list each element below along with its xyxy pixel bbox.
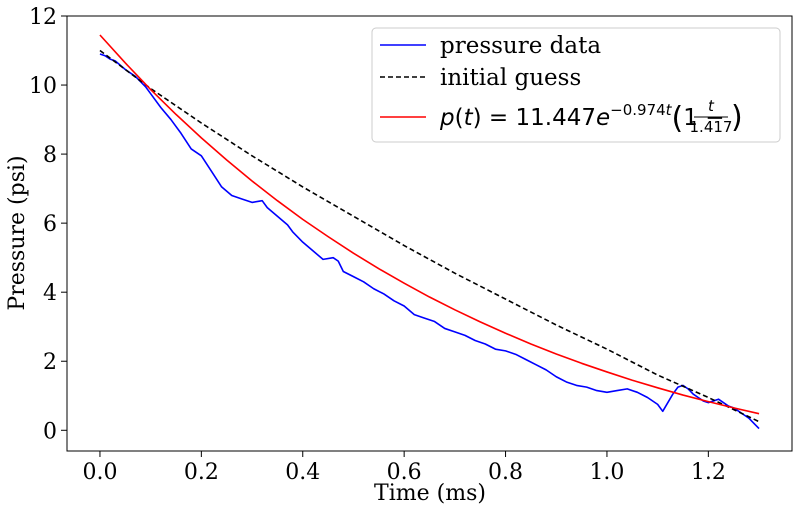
- svg-text:t: t: [708, 97, 715, 115]
- y-tick-label: 8: [43, 143, 57, 168]
- y-tick-label: 0: [43, 419, 57, 444]
- x-tick-label: 0.4: [285, 460, 320, 485]
- y-axis-ticks: 0 2 4 6 8 10 12: [29, 5, 67, 444]
- svg-text:p(t) = 11.447e−0.974t(1 −: p(t) = 11.447e−0.974t(1 −: [439, 101, 724, 136]
- y-tick-label: 4: [43, 281, 57, 306]
- y-axis-label: Pressure (psi): [5, 155, 30, 310]
- svg-text:): ): [731, 100, 743, 135]
- x-axis-label: Time (ms): [374, 481, 486, 506]
- x-tick-label: 1.2: [691, 460, 726, 485]
- x-axis-ticks: 0.0 0.2 0.4 0.6 0.8 1.0 1.2: [82, 451, 726, 485]
- legend-label-initial-guess: initial guess: [440, 65, 581, 91]
- svg-text:1.417: 1.417: [690, 118, 733, 136]
- y-tick-label: 12: [29, 5, 57, 30]
- legend-label-pressure-data: pressure data: [440, 33, 601, 59]
- initial-guess-line: [99, 49, 760, 423]
- legend-box: [371, 27, 781, 143]
- x-tick-label: 0.6: [387, 460, 422, 485]
- legend-label-fit-formula: p(t) = 11.447e−0.974t(1 − t 1.417 ): [439, 97, 743, 136]
- plot-frame: [66, 15, 793, 452]
- fit-curve-line: [99, 34, 760, 415]
- x-tick-label: 0.0: [82, 460, 117, 485]
- x-tick-label: 0.2: [184, 460, 219, 485]
- pressure-data-line: [99, 53, 760, 430]
- y-tick-label: 6: [43, 212, 57, 237]
- x-tick-label: 1.0: [589, 460, 624, 485]
- x-tick-label: 0.8: [488, 460, 523, 485]
- y-tick-label: 2: [43, 350, 57, 375]
- legend: pressure data initial guess p(t) = 11.44…: [371, 27, 781, 143]
- plot-lines: [99, 34, 760, 430]
- y-tick-label: 10: [29, 74, 57, 99]
